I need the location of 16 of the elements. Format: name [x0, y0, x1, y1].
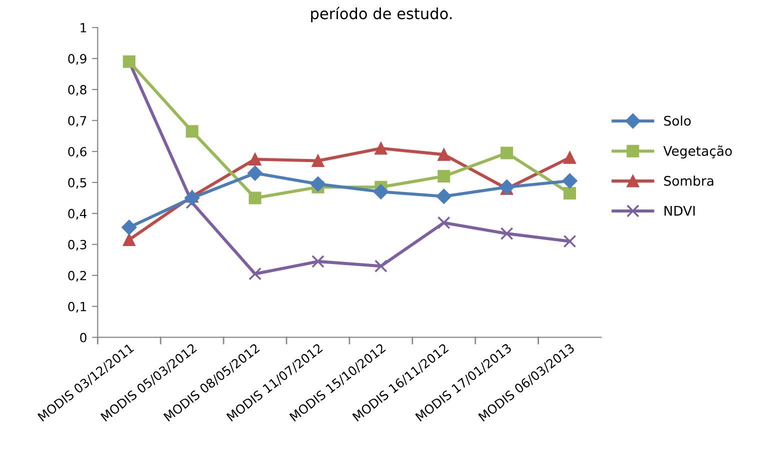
y-tick-label: 0,3	[68, 240, 86, 251]
y-tick-label: 0,7	[68, 116, 86, 127]
y-tick-label: 0,4	[68, 208, 87, 220]
legend-label: Solo	[664, 116, 691, 126]
y-tick-label: 0,9	[68, 54, 86, 65]
y-tick-label: 0,8	[68, 84, 86, 96]
legend-label: NDVI	[664, 206, 695, 216]
chart-title: período de estudo.	[311, 6, 452, 22]
y-tick-label: 0,6	[68, 146, 86, 158]
y-tick-label: 0,2	[68, 270, 86, 282]
y-tick-label: 0,1	[68, 302, 86, 313]
y-tick-label: 0,5	[68, 178, 86, 189]
legend-label: Sombra	[664, 176, 714, 186]
y-tick-label: 0	[80, 332, 86, 342]
legend-label: Vegetação	[663, 146, 732, 158]
y-tick-label: 1	[80, 23, 86, 32]
